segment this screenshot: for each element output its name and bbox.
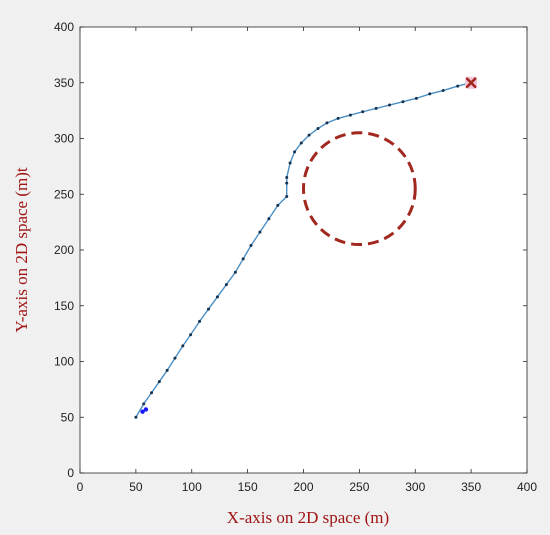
x-tick-label: 400	[517, 480, 537, 494]
obstacle-layer	[302, 131, 417, 247]
x-tick-label: 0	[77, 480, 84, 494]
y-tick-label: 200	[54, 243, 74, 257]
start-marker	[143, 407, 149, 412]
waypoint-marker	[299, 141, 303, 145]
waypoint-marker	[276, 203, 280, 207]
waypoint-marker	[157, 380, 161, 384]
waypoint-marker	[388, 103, 392, 107]
waypoint-marker	[325, 121, 329, 125]
path-line	[135, 82, 472, 418]
waypoint-marker	[348, 113, 352, 117]
marker-layer	[140, 76, 478, 414]
y-tick-label: 50	[61, 410, 75, 424]
y-tick-label: 100	[54, 355, 74, 369]
waypoint-marker	[233, 270, 237, 274]
waypoint-marker	[241, 257, 245, 261]
y-tick-label: 150	[54, 299, 74, 313]
waypoint-marker	[428, 92, 432, 96]
goal-marker	[465, 77, 477, 89]
x-axis-ticks: 0 50 100 150 200 250 300 350 400	[77, 27, 537, 494]
waypoint-marker	[414, 96, 418, 100]
x-tick-label: 100	[182, 480, 202, 494]
waypoint-marker	[285, 194, 289, 198]
waypoint-marker	[249, 244, 253, 248]
waypoint-marker	[293, 150, 297, 154]
y-axis-title: Y-axis on 2D space (m)t	[12, 167, 31, 333]
waypoint-marker	[189, 333, 193, 337]
y-tick-label: 400	[54, 20, 74, 34]
waypoint-marker	[173, 356, 177, 360]
y-tick-label: 250	[54, 187, 74, 201]
y-tick-label: 350	[54, 76, 74, 90]
y-tick-label: 300	[54, 132, 74, 146]
plot-area	[79, 26, 528, 474]
waypoint-marker	[285, 181, 289, 185]
waypoint-marker	[316, 126, 320, 130]
x-axis-title: X-axis on 2D space (m)	[227, 508, 389, 527]
waypoint-marker	[456, 84, 460, 88]
waypoint-marker	[165, 368, 169, 372]
waypoint-marker	[441, 89, 445, 93]
start-marker	[140, 409, 145, 414]
waypoint-marker	[258, 230, 262, 234]
x-tick-label: 350	[461, 480, 481, 494]
waypoint-marker	[224, 283, 228, 287]
waypoint-marker	[361, 110, 365, 114]
waypoint-marker	[198, 319, 202, 323]
obstacle-circle	[302, 131, 417, 247]
waypoint-marker	[207, 307, 211, 311]
waypoint-marker	[215, 295, 219, 299]
waypoint-marker	[181, 344, 185, 348]
y-axis-ticks: 0 50 100 150 200 250 300 350 400	[54, 20, 527, 480]
x-tick-label: 250	[349, 480, 369, 494]
x-tick-label: 150	[238, 480, 258, 494]
waypoint-marker	[374, 106, 378, 110]
x-tick-label: 200	[293, 480, 313, 494]
waypoint-marker	[134, 415, 138, 419]
waypoint-marker	[288, 161, 292, 165]
waypoint-marker	[401, 100, 405, 104]
waypoint-marker	[285, 176, 289, 180]
waypoint-marker	[150, 391, 154, 395]
y-tick-label: 0	[67, 466, 74, 480]
waypoint-marker	[267, 217, 271, 221]
waypoint-marker	[142, 402, 146, 406]
path-layer	[134, 81, 473, 419]
waypoint-marker	[336, 116, 340, 120]
waypoint-marker	[307, 133, 311, 137]
x-tick-label: 300	[405, 480, 425, 494]
x-tick-label: 50	[129, 480, 143, 494]
